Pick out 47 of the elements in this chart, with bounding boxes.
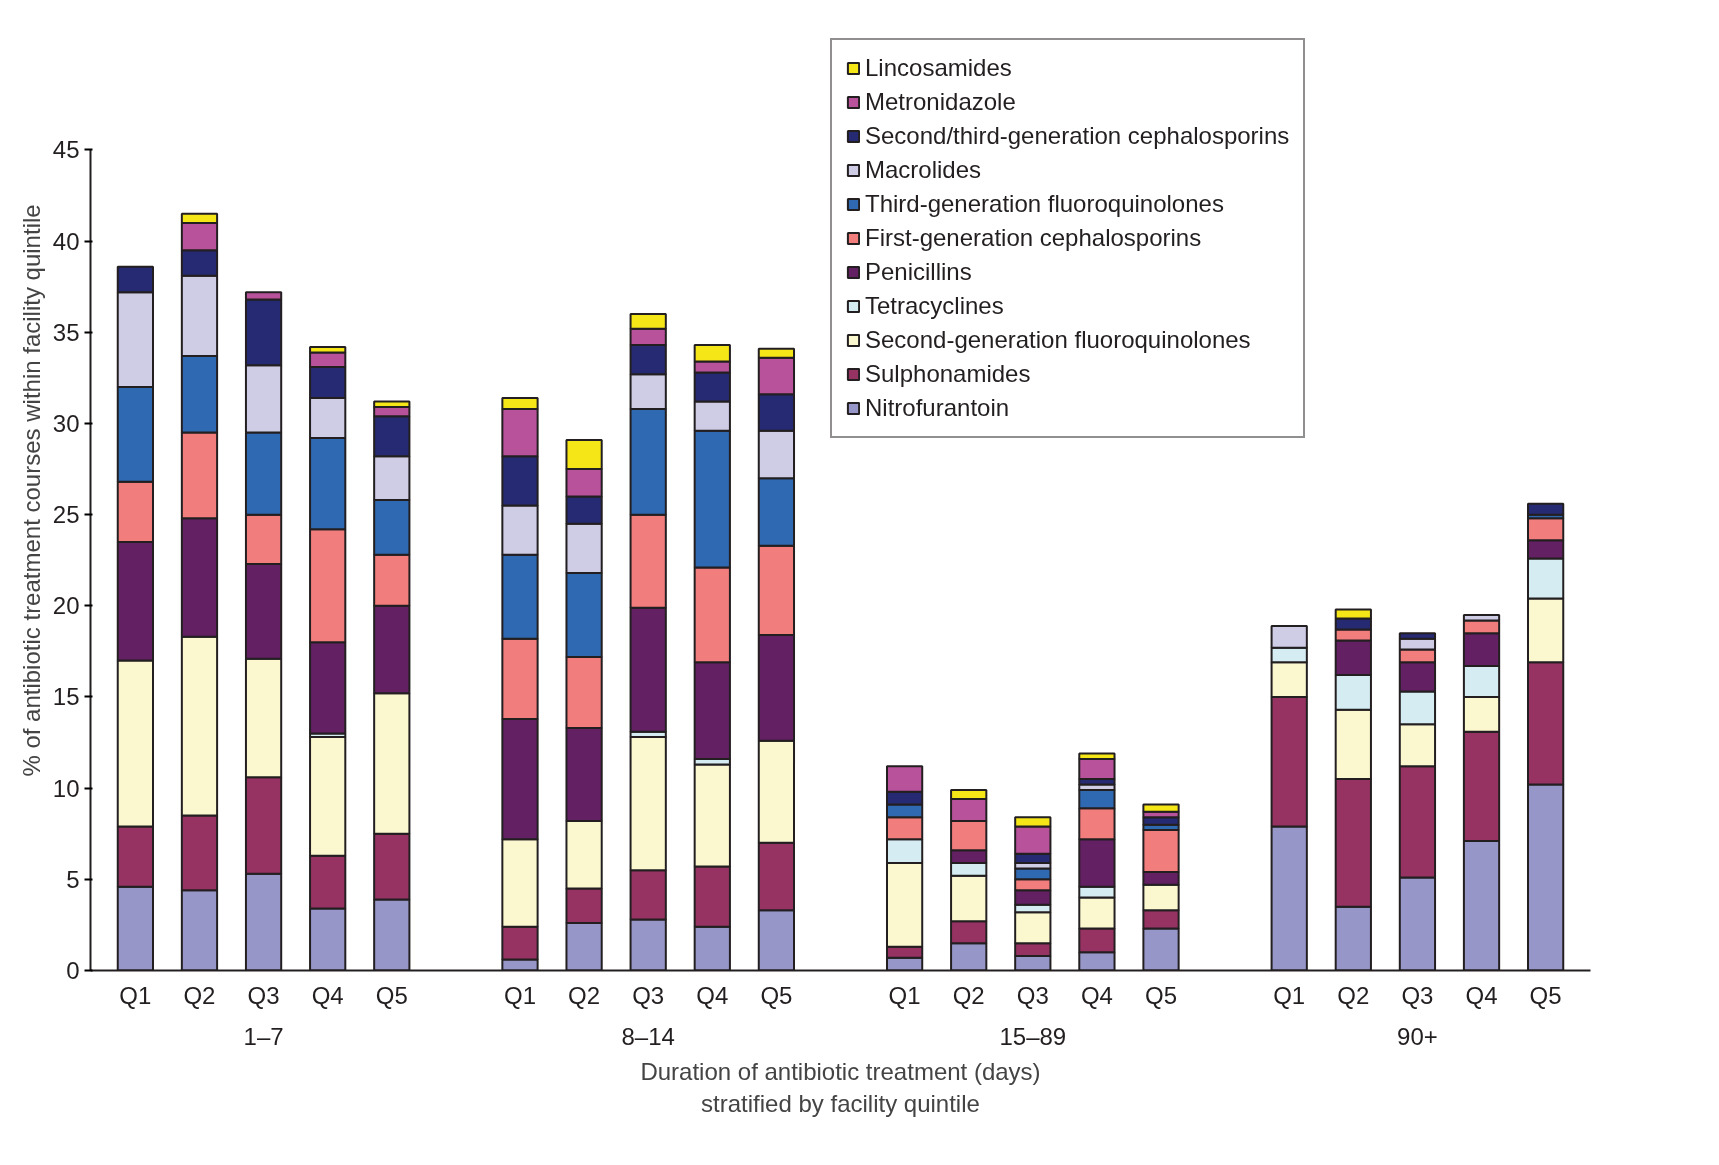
legend-label: Tetracyclines: [865, 292, 1004, 320]
x-tick-label: Q1: [503, 981, 536, 1009]
x-tick-label: Q3: [247, 981, 280, 1009]
x-tick-label: Q5: [1145, 981, 1178, 1009]
legend-label: First-generation cephalosporins: [865, 224, 1202, 252]
y-tick-label: 10: [52, 774, 80, 802]
legend-label: Second-generation fluoroquinolones: [865, 326, 1251, 354]
x-tick-label: Q2: [952, 981, 985, 1009]
x-tick-label: Q3: [1401, 981, 1434, 1009]
x-tick-label: Q5: [1529, 981, 1562, 1009]
text: 15–89: [999, 1022, 1067, 1050]
legend-label: Third-generation fluoroquinolones: [865, 190, 1224, 218]
x-tick-label: Q4: [311, 981, 344, 1009]
y-axis-title: % of antibiotic treatment courses within facility quintile: [17, 204, 45, 777]
y-tick-label: 35: [52, 318, 80, 346]
legend-label: Sulphonamides: [865, 360, 1031, 388]
legend-label: Metronidazole: [865, 88, 1016, 116]
legend-label: Lincosamides: [865, 54, 1012, 82]
x-tick-label: Q1: [119, 981, 152, 1009]
legend-label: Second/third-generation cephalosporins: [865, 122, 1290, 150]
y-tick-label: 40: [52, 227, 80, 255]
x-tick-label: Q1: [1273, 981, 1306, 1009]
x-tick-label: Q1: [888, 981, 921, 1009]
x-tick-label: Q2: [568, 981, 601, 1009]
x-tick-label: Q3: [632, 981, 665, 1009]
y-tick-label: 5: [66, 865, 80, 893]
y-tick-label: 25: [52, 501, 80, 529]
y-tick-label: 15: [52, 683, 80, 711]
text: 8–14: [621, 1022, 675, 1050]
x-tick-label: Q4: [1080, 981, 1113, 1009]
text: 1–7: [243, 1022, 284, 1050]
legend-label: Macrolides: [865, 156, 982, 184]
x-axis-title: Duration of antibiotic treatment (days) stratified by facility quintile: [640, 1057, 1041, 1117]
y-tick-label: 0: [66, 957, 80, 984]
x-tick-label: Q2: [1337, 981, 1370, 1009]
x-tick-label: Q5: [375, 981, 408, 1009]
legend-label: Nitrofurantoin: [865, 394, 1010, 422]
y-tick-label: 45: [52, 136, 80, 164]
y-tick-label: 30: [52, 409, 80, 437]
legend-label: Penicillins: [865, 258, 972, 286]
text: 90+: [1397, 1022, 1438, 1050]
x-tick-label: Q3: [1016, 981, 1049, 1009]
x-tick-label: Q4: [1465, 981, 1498, 1009]
x-tick-label: Q4: [696, 981, 729, 1009]
x-tick-label: Q5: [760, 981, 793, 1009]
x-tick-label: Q2: [183, 981, 216, 1009]
y-tick-label: 20: [52, 592, 80, 620]
